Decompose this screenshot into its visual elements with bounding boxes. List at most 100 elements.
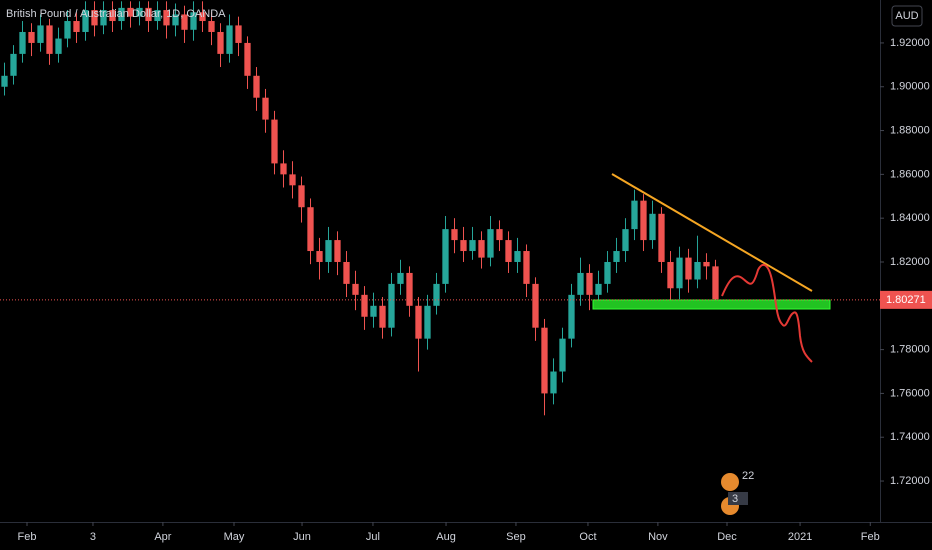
candle-body <box>406 272 413 306</box>
candle-body <box>145 7 152 22</box>
x-tick-label: May <box>224 531 245 543</box>
candle-body <box>181 14 188 30</box>
candle-body <box>163 10 170 26</box>
last-price-label: 1.80271 <box>886 294 926 306</box>
candle-body <box>523 251 530 284</box>
y-tick-label: 1.86000 <box>890 168 930 180</box>
x-tick-label: Apr <box>154 531 171 543</box>
candle-body <box>73 21 80 32</box>
candle-body <box>487 229 494 258</box>
candle-body <box>415 305 422 339</box>
candle-body <box>253 75 260 98</box>
candle-body <box>28 31 35 43</box>
candle-body <box>541 327 548 394</box>
candle-body <box>586 272 593 295</box>
candle-body <box>271 119 278 164</box>
candle-body <box>244 42 251 76</box>
candle-body <box>577 272 584 295</box>
candle-body <box>361 294 368 317</box>
x-tick-label: Dec <box>717 531 737 543</box>
candle-body <box>262 97 269 120</box>
candle-body <box>46 25 53 54</box>
projection-curve <box>721 263 813 363</box>
candle-body <box>424 305 431 339</box>
candle-body <box>613 251 620 262</box>
candle-body <box>91 10 98 26</box>
y-tick-label: 1.84000 <box>890 212 930 224</box>
y-tick-label: 1.74000 <box>890 431 930 443</box>
candle-body <box>604 261 611 284</box>
candle-body <box>550 371 557 394</box>
y-tick-label: 1.78000 <box>890 344 930 356</box>
candle-body <box>190 12 197 30</box>
candle-body <box>505 240 512 262</box>
support-zone <box>592 299 831 310</box>
candle-body <box>100 10 107 26</box>
x-tick-label: Nov <box>648 531 668 543</box>
candle-body <box>712 266 719 300</box>
candle-body <box>658 213 665 262</box>
currency-label: AUD <box>895 10 918 22</box>
candle-body <box>649 213 656 241</box>
candle-body <box>667 261 674 289</box>
candle-body <box>289 174 296 186</box>
candle-body <box>676 257 683 289</box>
candle-body <box>325 240 332 262</box>
last-price-box <box>880 290 932 309</box>
candle-body <box>397 272 404 284</box>
event-badge: 22 <box>742 470 754 482</box>
candle-body <box>703 261 710 267</box>
x-tick-label: Jul <box>366 531 380 543</box>
candle-body <box>235 25 242 43</box>
y-tick-label: 1.88000 <box>890 124 930 136</box>
x-tick-label: Feb <box>18 531 37 543</box>
candle-body <box>208 21 215 32</box>
x-tick-label: Oct <box>579 531 596 543</box>
trend-line <box>611 173 813 292</box>
candle-body <box>280 163 287 175</box>
candle-body <box>568 294 575 339</box>
candle-body <box>226 25 233 54</box>
candle-body <box>685 257 692 280</box>
y-tick-label: 1.90000 <box>890 81 930 93</box>
candle-body <box>82 10 89 32</box>
candle-body <box>388 283 395 328</box>
candle-body <box>109 10 116 22</box>
candle-body <box>307 207 314 252</box>
candle-body <box>19 31 26 54</box>
candle-body <box>478 240 485 258</box>
candle-body <box>334 240 341 262</box>
candle-body <box>496 229 503 241</box>
candle-body <box>514 251 521 262</box>
candle-body <box>631 200 638 230</box>
y-tick-label: 1.72000 <box>890 475 930 487</box>
candle-body <box>10 53 17 76</box>
candle-body <box>352 283 359 295</box>
candle-body <box>172 14 179 26</box>
candle-body <box>451 229 458 241</box>
candle-body <box>55 38 62 54</box>
x-tick-label: Sep <box>506 531 526 543</box>
candle-body <box>370 305 377 317</box>
y-tick-label: 1.76000 <box>890 387 930 399</box>
candle-body <box>469 240 476 252</box>
chart-title: British Pound / Australian Dollar, 1D, O… <box>6 8 226 20</box>
candle-body <box>595 283 602 295</box>
x-tick-label: Jun <box>293 531 311 543</box>
candle-body <box>154 10 161 22</box>
candle-body <box>343 261 350 284</box>
candle-body <box>136 7 143 17</box>
candle-body <box>199 12 206 22</box>
candle-body <box>622 229 629 252</box>
candle-body <box>433 283 440 306</box>
candle-body <box>217 31 224 54</box>
currency-box <box>891 5 923 27</box>
y-tick-label: 1.92000 <box>890 37 930 49</box>
candles <box>1 1 719 416</box>
y-tick-label: 1.82000 <box>890 256 930 268</box>
candle-body <box>379 305 386 328</box>
x-tick-label: 3 <box>90 531 96 543</box>
candle-body <box>127 7 134 17</box>
